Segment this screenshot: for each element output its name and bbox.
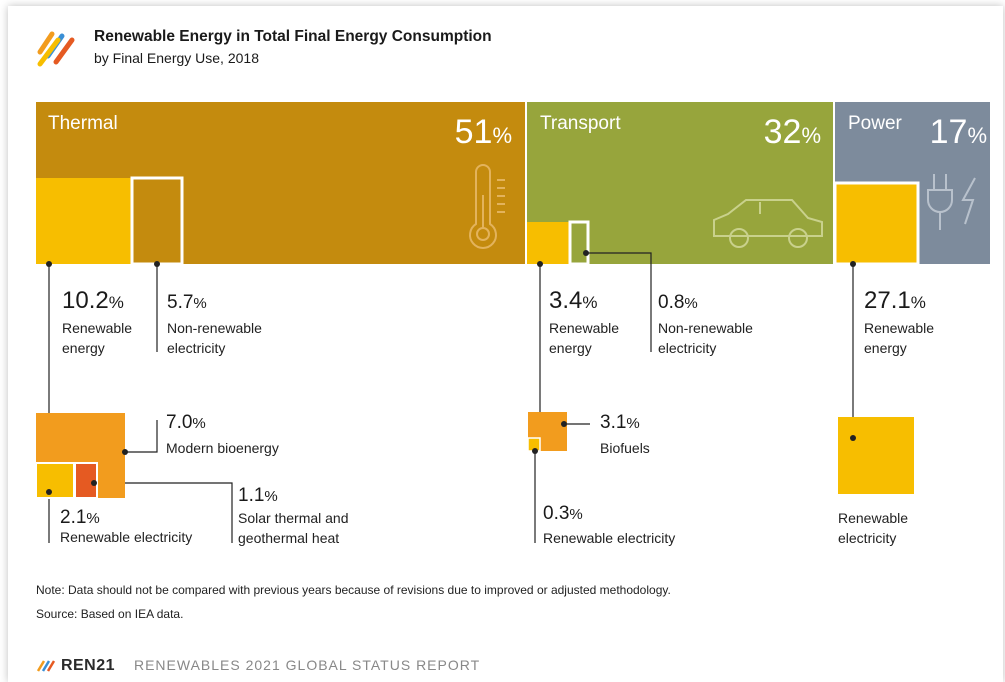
power-percent: 17% xyxy=(929,113,987,151)
thermal-nonrenewable-value: 5.7% xyxy=(167,292,207,313)
connector-lines xyxy=(48,252,854,543)
power-renewable-rect xyxy=(833,181,920,266)
transport-nonrenewable-rect xyxy=(568,220,590,266)
thermal-solar-rect xyxy=(74,462,98,499)
footer-report-title: RENEWABLES 2021 GLOBAL STATUS REPORT xyxy=(133,657,481,673)
thermal-nonrenewable-rect xyxy=(130,176,184,266)
solar-label: Solar thermal and geothermal heat xyxy=(238,510,349,546)
bioenergy-label: Modern bioenergy xyxy=(166,440,279,456)
thermal-renewable-rect xyxy=(36,178,132,264)
power-renewable-electricity-label: Renewable electricity xyxy=(838,510,909,546)
transport-renewable-electricity-value: 0.3% xyxy=(543,503,583,524)
footer: REN21 RENEWABLES 2021 GLOBAL STATUS REPO… xyxy=(36,657,480,675)
transport-renewable-rect xyxy=(527,222,570,264)
transport-renewable-electricity-label: Renewable electricity xyxy=(543,530,676,546)
footer-logo-icon xyxy=(36,660,56,672)
note-text: Note: Data should not be compared with p… xyxy=(36,583,671,597)
thermometer-icon xyxy=(469,164,505,249)
biofuels-value: 3.1% xyxy=(600,412,640,433)
source-text: Source: Based on IEA data. xyxy=(36,607,184,621)
ren21-logo-icon xyxy=(37,31,75,67)
transport-label: Transport xyxy=(540,113,621,134)
thermal-renewable-value: 10.2% xyxy=(62,287,124,314)
chart-title: Renewable Energy in Total Final Energy C… xyxy=(94,28,492,45)
thermal-renewable-electricity-value: 2.1% xyxy=(60,507,100,528)
footer-brand: REN21 xyxy=(60,657,116,674)
thermal-renewable-electricity-label: Renewable electricity xyxy=(60,529,193,545)
chart-subtitle: by Final Energy Use, 2018 xyxy=(94,50,259,66)
bioenergy-value: 7.0% xyxy=(166,412,206,433)
power-renewable-label: Renewable energy xyxy=(864,320,935,356)
thermal-percent: 51% xyxy=(454,113,512,151)
thermal-renewable-electricity-rect xyxy=(35,462,75,499)
power-label: Power xyxy=(848,113,902,134)
transport-renewable-label: Renewable energy xyxy=(549,320,620,356)
car-icon xyxy=(713,199,823,248)
thermal-nonrenewable-label: Non-renewable electricity xyxy=(167,320,262,356)
transport-renewable-value: 3.4% xyxy=(549,287,598,314)
transport-percent: 32% xyxy=(763,113,821,151)
thermal-renewable-label: Renewable energy xyxy=(62,320,133,356)
plug-icon xyxy=(927,174,976,230)
connector-dots xyxy=(46,250,856,495)
power-renewable-value: 27.1% xyxy=(864,287,926,314)
transport-nonrenewable-value: 0.8% xyxy=(658,292,698,313)
biofuels-label: Biofuels xyxy=(600,440,650,456)
transport-nonrenewable-label: Non-renewable electricity xyxy=(658,320,753,356)
thermal-label: Thermal xyxy=(48,113,118,134)
power-renewable-electricity-rect xyxy=(838,417,914,494)
solar-value: 1.1% xyxy=(238,485,278,506)
